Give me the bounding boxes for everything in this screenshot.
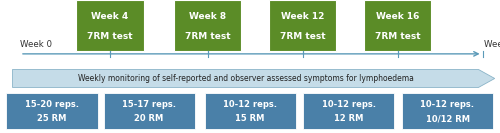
- Text: Week 4: Week 4: [92, 12, 128, 21]
- Text: 10-12 reps.: 10-12 reps.: [223, 100, 277, 109]
- Text: 12 RM: 12 RM: [334, 115, 363, 123]
- Text: 15 RM: 15 RM: [236, 115, 264, 123]
- Text: 15-17 reps.: 15-17 reps.: [122, 100, 176, 109]
- Text: 7RM test: 7RM test: [280, 32, 326, 41]
- Text: 20 RM: 20 RM: [134, 115, 164, 123]
- FancyBboxPatch shape: [76, 0, 144, 51]
- Text: Week 20: Week 20: [484, 40, 500, 49]
- FancyBboxPatch shape: [303, 93, 394, 129]
- Text: Week 16: Week 16: [376, 12, 419, 21]
- FancyBboxPatch shape: [6, 93, 98, 129]
- Polygon shape: [12, 69, 494, 88]
- Text: 25 RM: 25 RM: [38, 115, 66, 123]
- Text: 15-20 reps.: 15-20 reps.: [25, 100, 79, 109]
- Text: 7RM test: 7RM test: [87, 32, 133, 41]
- FancyBboxPatch shape: [204, 93, 296, 129]
- Text: 10-12 reps.: 10-12 reps.: [322, 100, 376, 109]
- FancyBboxPatch shape: [402, 93, 493, 129]
- Text: Weekly monitoring of self-reported and observer assessed symptoms for lymphoedem: Weekly monitoring of self-reported and o…: [78, 74, 413, 83]
- Text: 7RM test: 7RM test: [184, 32, 230, 41]
- Text: 7RM test: 7RM test: [374, 32, 420, 41]
- FancyBboxPatch shape: [174, 0, 241, 51]
- FancyBboxPatch shape: [104, 93, 194, 129]
- FancyBboxPatch shape: [364, 0, 431, 51]
- Text: Week 12: Week 12: [281, 12, 324, 21]
- Text: 10-12 reps.: 10-12 reps.: [420, 100, 474, 109]
- Text: Week 8: Week 8: [189, 12, 226, 21]
- FancyBboxPatch shape: [269, 0, 336, 51]
- Text: Week 0: Week 0: [20, 40, 52, 49]
- Text: 10/12 RM: 10/12 RM: [426, 115, 470, 123]
